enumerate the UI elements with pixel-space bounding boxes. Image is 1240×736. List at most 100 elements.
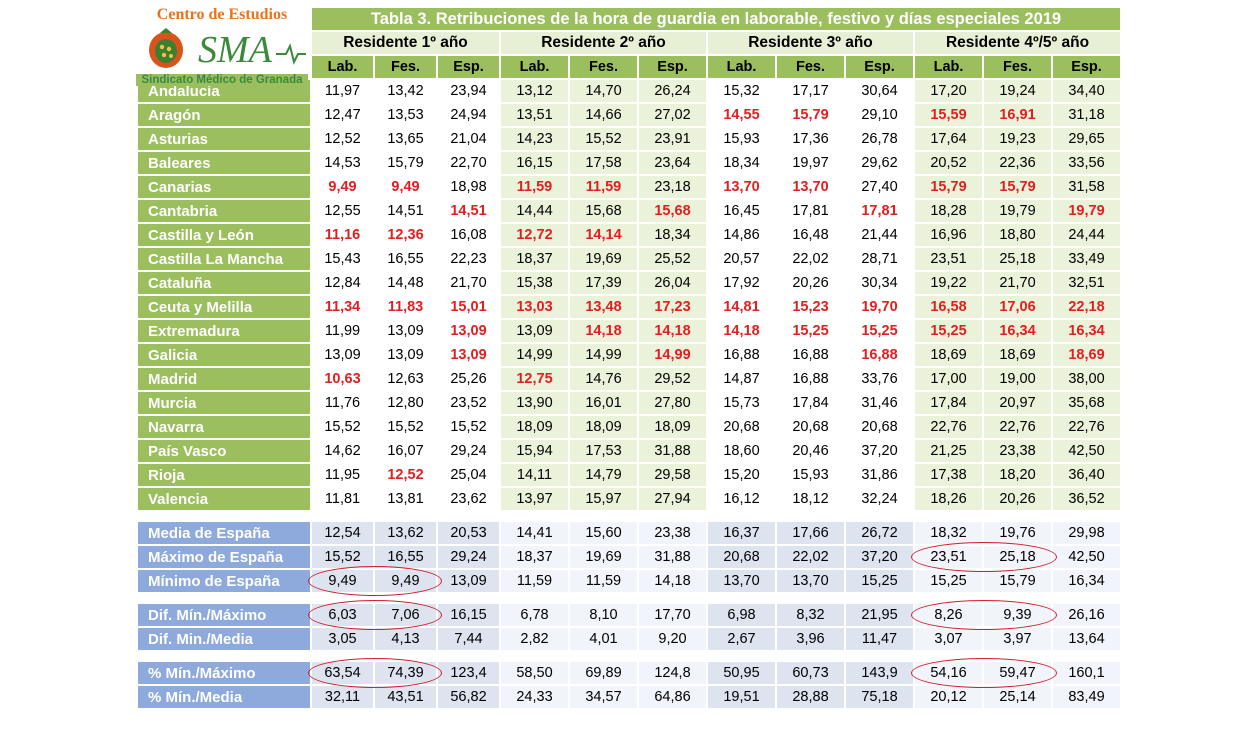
value-cell: 29,65 xyxy=(1053,128,1120,150)
value-cell: 15,93 xyxy=(777,464,844,486)
summary-value-cell: 7,06 xyxy=(375,604,436,626)
value-cell: 17,00 xyxy=(915,368,982,390)
logo-bottom-text: Sindicato Médico de Granada xyxy=(136,74,308,86)
summary-value-cell: 23,38 xyxy=(639,522,706,544)
value-cell: 27,80 xyxy=(639,392,706,414)
value-cell: 16,88 xyxy=(777,344,844,366)
value-cell: 12,47 xyxy=(312,104,373,126)
value-cell: 15,25 xyxy=(846,320,913,342)
value-cell: 13,09 xyxy=(312,344,373,366)
value-cell: 15,79 xyxy=(984,176,1051,198)
value-cell: 17,39 xyxy=(570,272,637,294)
value-cell: 17,92 xyxy=(708,272,775,294)
value-cell: 18,12 xyxy=(777,488,844,510)
value-cell: 13,51 xyxy=(501,104,568,126)
value-cell: 17,81 xyxy=(777,200,844,222)
summary-value-cell: 160,1 xyxy=(1053,662,1120,684)
value-cell: 13,70 xyxy=(708,176,775,198)
value-cell: 13,53 xyxy=(375,104,436,126)
value-cell: 16,15 xyxy=(501,152,568,174)
value-cell: 15,52 xyxy=(312,416,373,438)
summary-value-cell: 29,98 xyxy=(1053,522,1120,544)
summary-value-cell: 15,25 xyxy=(915,570,982,592)
summary-value-cell: 21,95 xyxy=(846,604,913,626)
summary-value-cell: 16,55 xyxy=(375,546,436,568)
summary-value-cell: 29,24 xyxy=(438,546,499,568)
value-cell: 29,24 xyxy=(438,440,499,462)
value-cell: 12,75 xyxy=(501,368,568,390)
value-cell: 15,68 xyxy=(639,200,706,222)
summary-row: % Mín./Media 32,11 43,51 56,82 24,33 34,57 64,… xyxy=(138,686,1120,708)
region-label: Extremadura xyxy=(138,320,310,342)
value-cell: 23,38 xyxy=(984,440,1051,462)
summary-value-cell: 58,50 xyxy=(501,662,568,684)
subheader-lab: Lab. xyxy=(915,56,982,78)
value-cell: 14,81 xyxy=(708,296,775,318)
summary-value-cell: 6,03 xyxy=(312,604,373,626)
subheader-esp: Esp. xyxy=(438,56,499,78)
summary-value-cell: 25,14 xyxy=(984,686,1051,708)
value-cell: 19,22 xyxy=(915,272,982,294)
summary-value-cell: 6,78 xyxy=(501,604,568,626)
value-cell: 29,62 xyxy=(846,152,913,174)
value-cell: 17,84 xyxy=(777,392,844,414)
summary-value-cell: 17,70 xyxy=(639,604,706,626)
value-cell: 30,34 xyxy=(846,272,913,294)
value-cell: 22,76 xyxy=(1053,416,1120,438)
value-cell: 20,57 xyxy=(708,248,775,270)
table-row: Asturias 12,52 13,65 21,04 14,23 15,52 23,91 15… xyxy=(138,128,1120,150)
summary-row: Mínimo de España 9,49 9,49 13,09 11,59 11,59 1… xyxy=(138,570,1120,592)
summary-value-cell: 14,18 xyxy=(639,570,706,592)
logo-brand-text: SMA xyxy=(198,29,273,71)
summary-value-cell: 4,01 xyxy=(570,628,637,650)
value-cell: 20,26 xyxy=(984,488,1051,510)
summary-value-cell: 28,88 xyxy=(777,686,844,708)
subheader-fes: Fes. xyxy=(777,56,844,78)
value-cell: 18,69 xyxy=(1053,344,1120,366)
value-cell: 18,98 xyxy=(438,176,499,198)
table-row: Castilla y León 11,16 12,36 16,08 12,72 14,14… xyxy=(138,224,1120,246)
value-cell: 14,87 xyxy=(708,368,775,390)
value-cell: 13,97 xyxy=(501,488,568,510)
value-cell: 11,59 xyxy=(570,176,637,198)
value-cell: 15,25 xyxy=(915,320,982,342)
summary-label: % Mín./Media xyxy=(138,686,310,708)
value-cell: 13,09 xyxy=(438,320,499,342)
value-cell: 17,23 xyxy=(639,296,706,318)
summary-value-cell: 13,70 xyxy=(708,570,775,592)
value-cell: 11,83 xyxy=(375,296,436,318)
summary-value-cell: 23,51 xyxy=(915,546,982,568)
summary-value-cell: 8,26 xyxy=(915,604,982,626)
value-cell: 18,80 xyxy=(984,224,1051,246)
subheader-lab: Lab. xyxy=(708,56,775,78)
table-row: Madrid 10,63 12,63 25,26 12,75 14,76 29,52 14,8… xyxy=(138,368,1120,390)
value-cell: 22,76 xyxy=(915,416,982,438)
value-cell: 18,34 xyxy=(708,152,775,174)
table-row: País Vasco 14,62 16,07 29,24 15,94 17,53 31,88… xyxy=(138,440,1120,462)
value-cell: 11,95 xyxy=(312,464,373,486)
value-cell: 19,23 xyxy=(984,128,1051,150)
value-cell: 27,02 xyxy=(639,104,706,126)
value-cell: 12,63 xyxy=(375,368,436,390)
summary-value-cell: 8,10 xyxy=(570,604,637,626)
summary-value-cell: 13,09 xyxy=(438,570,499,592)
region-label: Rioja xyxy=(138,464,310,486)
value-cell: 18,34 xyxy=(639,224,706,246)
summary-value-cell: 31,88 xyxy=(639,546,706,568)
value-cell: 15,25 xyxy=(777,320,844,342)
value-cell: 11,99 xyxy=(312,320,373,342)
value-cell: 17,53 xyxy=(570,440,637,462)
value-cell: 18,09 xyxy=(639,416,706,438)
subheader-esp: Esp. xyxy=(639,56,706,78)
summary-value-cell: 9,49 xyxy=(312,570,373,592)
value-cell: 26,24 xyxy=(639,80,706,102)
value-cell: 19,79 xyxy=(1053,200,1120,222)
value-cell: 13,03 xyxy=(501,296,568,318)
region-label: Cataluña xyxy=(138,272,310,294)
value-cell: 27,40 xyxy=(846,176,913,198)
region-label: Asturias xyxy=(138,128,310,150)
summary-value-cell: 13,62 xyxy=(375,522,436,544)
value-cell: 15,79 xyxy=(375,152,436,174)
summary-value-cell: 9,49 xyxy=(375,570,436,592)
subheader-fes: Fes. xyxy=(984,56,1051,78)
